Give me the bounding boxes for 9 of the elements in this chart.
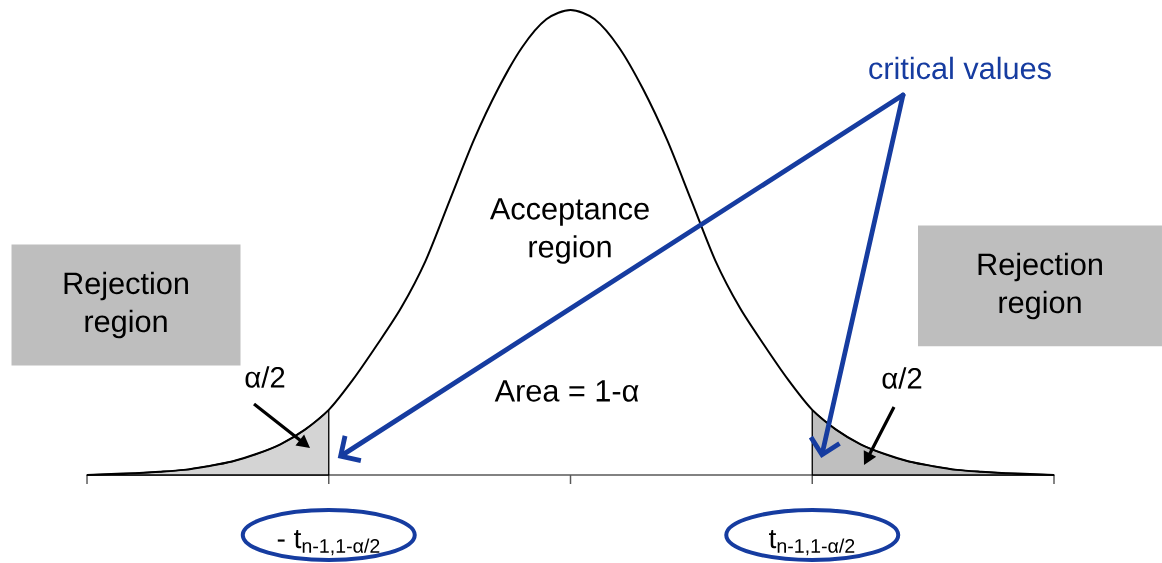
annotation: Rejection region	[978, 252, 1102, 320]
annotation: α/2	[245, 366, 285, 388]
x-tick-label: - t$_{n-1,1-α/2}$	[277, 529, 380, 556]
annotation: critical values	[869, 56, 1051, 80]
annotation: Acceptance region	[489, 198, 649, 264]
annotation: α/2	[882, 367, 922, 389]
x-tick-label: t$_{n-1,1-α/2}$	[769, 529, 855, 556]
annotation: Area = 1-α	[494, 380, 639, 402]
annotation: Rejection region	[64, 271, 188, 339]
